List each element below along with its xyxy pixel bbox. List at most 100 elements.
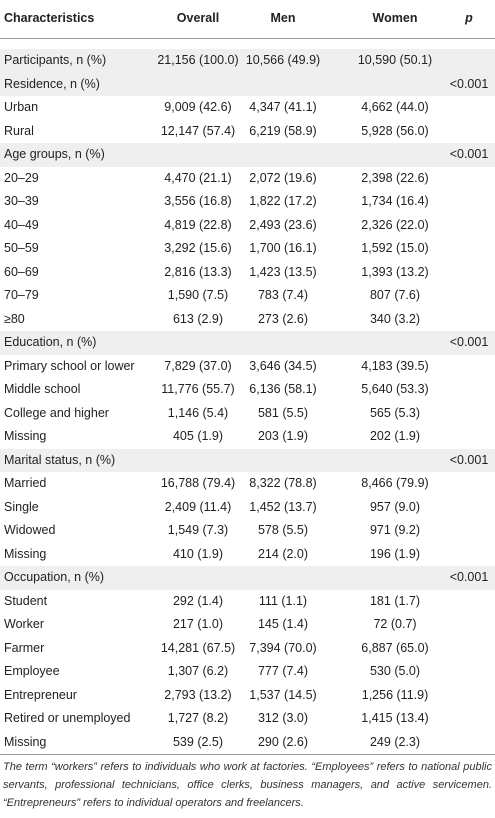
cell: 410 (1.9) <box>172 546 224 561</box>
cell: 2,326 (22.0) <box>361 217 429 232</box>
cell: <0.001 <box>449 452 489 467</box>
cell: 5,928 (56.0) <box>361 123 429 138</box>
cell: 957 (9.0) <box>369 499 421 514</box>
cell: <0.001 <box>449 147 489 161</box>
cell: 9,009 (42.6) <box>164 100 232 114</box>
cell: 203 (1.9) <box>257 429 309 443</box>
cell: <0.001 <box>449 335 489 349</box>
cell: 783 (7.4) <box>257 288 309 302</box>
cell: 21,156 (100.0) <box>157 53 239 67</box>
row-label: Single <box>4 499 39 514</box>
header-row: Characteristics Overall Men Women p <box>0 0 495 39</box>
cell: 2,793 (13.2) <box>164 687 232 702</box>
row-label: Residence, n (%) <box>4 76 100 91</box>
cell: 1,549 (7.3) <box>167 523 229 537</box>
cell: 7,394 (70.0) <box>249 640 317 655</box>
section-row: Education, n (%) <0.001 <box>0 331 495 355</box>
data-row: Urban 9,009 (42.6) 4,347 (41.1) 4,662 (44.0… <box>0 96 495 120</box>
footnote: The term “workers” refers to individuals… <box>3 761 492 809</box>
row-label: Education, n (%) <box>4 335 97 349</box>
cell: 1,452 (13.7) <box>249 499 317 514</box>
cell: 181 (1.7) <box>369 593 421 608</box>
data-row: Primary school or lower 7,829 (37.0) 3,646… <box>0 355 495 379</box>
cell: 565 (5.3) <box>369 405 421 420</box>
header-cell: Overall <box>176 11 220 25</box>
data-row: Farmer 14,281 (67.5) 7,394 (70.0) 6,887 (65… <box>0 637 495 661</box>
cell: 290 (2.6) <box>257 734 309 749</box>
row-label: 60–69 <box>4 264 39 279</box>
data-row: 50–59 3,292 (15.6) 1,700 (16.1) 1,592 (15.0… <box>0 237 495 261</box>
rule <box>0 754 495 755</box>
data-row: Widowed 1,549 (7.3) 578 (5.5) 971 (9.2) <box>0 519 495 543</box>
section-row: Participants, n (%) 21,156 (100.0) 10,566 … <box>0 49 495 73</box>
row-label: Marital status, n (%) <box>4 452 116 467</box>
data-row: Middle school 11,776 (55.7) 6,136 (58.1) 5,… <box>0 378 495 402</box>
cell: 4,819 (22.8) <box>164 217 232 232</box>
section-row: Residence, n (%) <0.001 <box>0 72 495 96</box>
data-row: College and higher 1,146 (5.4) 581 (5.5) 56… <box>0 402 495 426</box>
row-label: Primary school or lower <box>4 358 135 373</box>
cell: 1,727 (8.2) <box>167 711 229 725</box>
section-row: Age groups, n (%) <0.001 <box>0 143 495 167</box>
cell: 3,556 (16.8) <box>164 194 232 208</box>
cell: 971 (9.2) <box>369 523 421 537</box>
data-row: 70–79 1,590 (7.5) 783 (7.4) 807 (7.6) <box>0 284 495 308</box>
row-label: Worker <box>4 617 45 631</box>
cell: 807 (7.6) <box>369 288 421 302</box>
row-label: Entrepreneur <box>4 687 77 702</box>
cell: 1,307 (6.2) <box>167 664 229 678</box>
cell: 4,470 (21.1) <box>164 170 232 185</box>
row-label: 70–79 <box>4 288 39 302</box>
cell: 613 (2.9) <box>172 311 224 326</box>
cell: 5,640 (53.3) <box>361 382 429 396</box>
cell: 7,829 (37.0) <box>164 358 232 373</box>
cell: 539 (2.5) <box>172 734 224 749</box>
data-row: Retired or unemployed 1,727 (8.2) 312 (3.0… <box>0 707 495 731</box>
cell: 1,393 (13.2) <box>361 264 429 279</box>
data-row: 40–49 4,819 (22.8) 2,493 (23.6) 2,326 (22.0… <box>0 214 495 238</box>
row-label: 50–59 <box>4 241 39 255</box>
data-row: Entrepreneur 2,793 (13.2) 1,537 (14.5) 1,25… <box>0 684 495 708</box>
cell: 1,415 (13.4) <box>361 711 429 725</box>
header-cell: Men <box>270 11 296 25</box>
cell: 1,592 (15.0) <box>361 241 429 255</box>
row-label: 20–29 <box>4 170 39 185</box>
cell: 8,322 (78.8) <box>249 476 317 490</box>
row-label: College and higher <box>4 405 109 420</box>
data-row: Married 16,788 (79.4) 8,322 (78.8) 8,466 (7… <box>0 472 495 496</box>
row-label: Urban <box>4 100 39 114</box>
cell: 6,136 (58.1) <box>249 382 317 396</box>
header-cell: Characteristics <box>4 11 95 25</box>
row-label: Employee <box>4 664 60 678</box>
data-row: ≥80 613 (2.9) 273 (2.6) 340 (3.2) <box>0 308 495 332</box>
cell: 6,219 (58.9) <box>249 123 317 138</box>
row-label: Missing <box>4 546 47 561</box>
data-row: Worker 217 (1.0) 145 (1.4) 72 (0.7) <box>0 613 495 637</box>
cell: 1,700 (16.1) <box>249 241 317 255</box>
row-label: Middle school <box>4 382 81 396</box>
cell: 16,788 (79.4) <box>160 476 236 490</box>
data-row: Missing 410 (1.9) 214 (2.0) 196 (1.9) <box>0 543 495 567</box>
cell: 2,072 (19.6) <box>249 170 317 185</box>
row-label: Participants, n (%) <box>4 53 107 67</box>
cell: 12,147 (57.4) <box>160 123 236 138</box>
cell: 8,466 (79.9) <box>361 476 429 490</box>
row-label: Missing <box>4 429 47 443</box>
cell: 1,146 (5.4) <box>167 405 229 420</box>
cell: 3,646 (34.5) <box>249 358 317 373</box>
cell: 581 (5.5) <box>257 405 309 420</box>
cell: 273 (2.6) <box>257 311 309 326</box>
cell: 1,537 (14.5) <box>249 687 317 702</box>
row-label: Occupation, n (%) <box>4 570 105 584</box>
cell: 1,590 (7.5) <box>167 288 229 302</box>
data-row: 20–29 4,470 (21.1) 2,072 (19.6) 2,398 (22.6… <box>0 167 495 191</box>
row-label: 30–39 <box>4 194 39 208</box>
data-row: Employee 1,307 (6.2) 777 (7.4) 530 (5.0) <box>0 660 495 684</box>
cell: 530 (5.0) <box>369 664 421 678</box>
cell: 340 (3.2) <box>369 311 421 326</box>
row-label: Age groups, n (%) <box>4 147 105 161</box>
data-row: Missing 539 (2.5) 290 (2.6) 249 (2.3) <box>0 731 495 755</box>
cell: 1,822 (17.2) <box>249 194 317 208</box>
row-label: 40–49 <box>4 217 39 232</box>
